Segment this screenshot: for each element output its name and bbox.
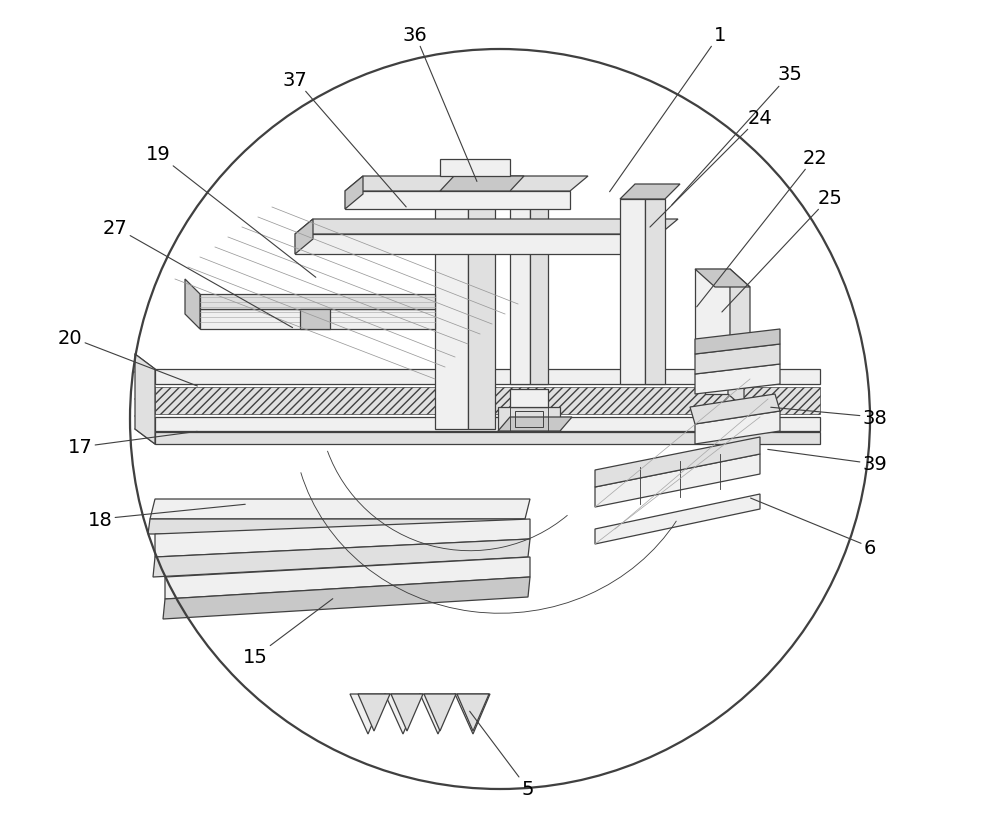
Text: 39: 39 bbox=[768, 450, 887, 474]
Polygon shape bbox=[345, 177, 588, 192]
Polygon shape bbox=[457, 694, 489, 731]
Text: 25: 25 bbox=[722, 189, 842, 313]
Text: 15: 15 bbox=[243, 599, 333, 667]
Text: 19: 19 bbox=[146, 146, 316, 278]
Polygon shape bbox=[595, 437, 760, 487]
Polygon shape bbox=[510, 200, 530, 385]
Polygon shape bbox=[185, 280, 200, 330]
Text: 1: 1 bbox=[610, 26, 726, 193]
Text: 20: 20 bbox=[58, 328, 197, 386]
Polygon shape bbox=[695, 345, 780, 375]
Polygon shape bbox=[530, 200, 548, 385]
Polygon shape bbox=[424, 694, 456, 731]
Polygon shape bbox=[155, 370, 820, 385]
Polygon shape bbox=[350, 694, 490, 734]
Polygon shape bbox=[163, 577, 530, 619]
Polygon shape bbox=[440, 177, 524, 192]
Text: 36: 36 bbox=[403, 26, 477, 182]
Polygon shape bbox=[510, 390, 548, 408]
Polygon shape bbox=[730, 270, 750, 375]
Text: 22: 22 bbox=[697, 148, 827, 308]
Text: 24: 24 bbox=[650, 108, 772, 227]
Polygon shape bbox=[435, 200, 468, 429]
Polygon shape bbox=[295, 220, 313, 255]
Polygon shape bbox=[345, 177, 363, 210]
Polygon shape bbox=[165, 557, 530, 600]
Polygon shape bbox=[148, 519, 525, 534]
Polygon shape bbox=[468, 200, 495, 429]
Polygon shape bbox=[435, 184, 510, 200]
Polygon shape bbox=[695, 270, 750, 288]
Text: 38: 38 bbox=[771, 408, 887, 427]
Polygon shape bbox=[595, 495, 760, 544]
Polygon shape bbox=[153, 539, 530, 577]
Polygon shape bbox=[135, 355, 155, 444]
Polygon shape bbox=[200, 294, 435, 309]
Polygon shape bbox=[300, 309, 330, 330]
Polygon shape bbox=[645, 200, 665, 385]
Polygon shape bbox=[690, 394, 780, 424]
Text: 17: 17 bbox=[68, 432, 197, 457]
Text: 27: 27 bbox=[103, 218, 293, 328]
Polygon shape bbox=[155, 433, 820, 444]
Polygon shape bbox=[155, 519, 530, 557]
Polygon shape bbox=[498, 418, 572, 432]
Polygon shape bbox=[358, 694, 390, 731]
Polygon shape bbox=[695, 270, 730, 357]
Polygon shape bbox=[155, 418, 820, 432]
Polygon shape bbox=[155, 388, 820, 414]
Polygon shape bbox=[695, 412, 780, 444]
Polygon shape bbox=[295, 220, 678, 235]
Polygon shape bbox=[695, 365, 780, 394]
Polygon shape bbox=[498, 408, 560, 432]
Polygon shape bbox=[705, 357, 728, 394]
Polygon shape bbox=[200, 309, 435, 330]
Polygon shape bbox=[620, 184, 680, 200]
Text: 6: 6 bbox=[751, 499, 876, 557]
Polygon shape bbox=[620, 200, 645, 385]
Polygon shape bbox=[695, 330, 780, 355]
Polygon shape bbox=[440, 160, 510, 177]
Polygon shape bbox=[595, 455, 760, 508]
Polygon shape bbox=[345, 192, 570, 210]
Polygon shape bbox=[391, 694, 423, 731]
Text: 37: 37 bbox=[283, 70, 406, 208]
Polygon shape bbox=[295, 235, 660, 255]
Text: 5: 5 bbox=[470, 711, 534, 799]
Polygon shape bbox=[728, 357, 744, 409]
Polygon shape bbox=[150, 500, 530, 519]
Polygon shape bbox=[510, 184, 562, 200]
Text: 35: 35 bbox=[672, 65, 802, 206]
Text: 18: 18 bbox=[88, 504, 245, 528]
